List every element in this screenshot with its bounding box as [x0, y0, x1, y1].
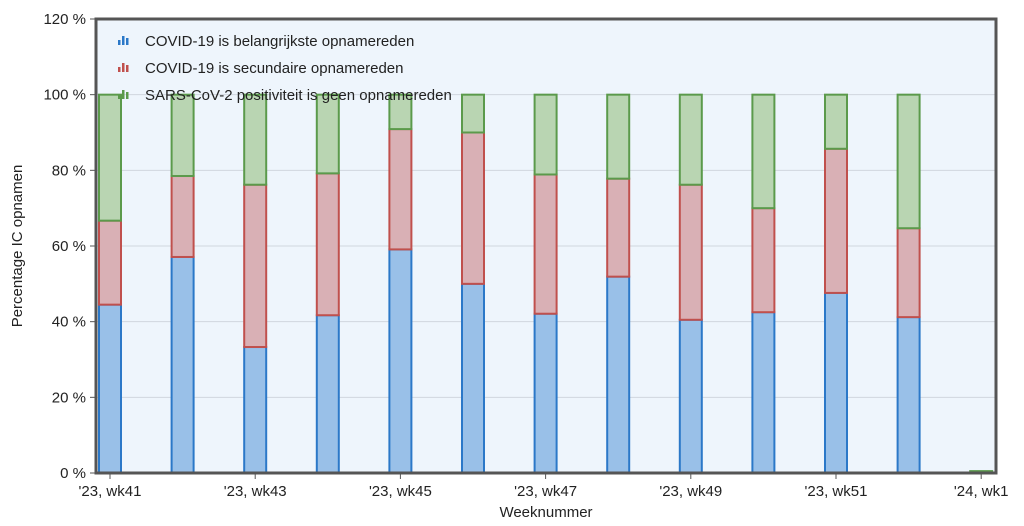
- bar-segment: [170, 93, 195, 178]
- bar-segment: [461, 93, 485, 134]
- bar-segment: [315, 172, 340, 317]
- bar-segment: [606, 177, 631, 278]
- bar-segment: [751, 311, 776, 475]
- bars: [98, 93, 994, 475]
- legend: COVID-19 is belangrijkste opnamereden COV…: [118, 33, 452, 104]
- bar-chart-icon: [118, 36, 129, 45]
- x-tick-label: '23, wk49: [659, 483, 722, 500]
- bar-segment: [98, 219, 122, 306]
- bar-segment: [678, 183, 703, 321]
- legend-label: COVID-19 is belangrijkste opnamereden: [145, 33, 414, 50]
- bar-segment: [170, 175, 195, 258]
- y-tick-label: 60 %: [52, 238, 86, 255]
- legend-label: SARS-CoV-2 positiviteit is geen opnamere…: [145, 87, 452, 104]
- bar-segment: [243, 183, 268, 349]
- x-axis: '23, wk41 '23, wk43 '23, wk45 '23, wk47 '23,…: [79, 473, 1009, 500]
- x-tick-label: '23, wk51: [805, 483, 868, 500]
- bar-segment: [824, 93, 848, 150]
- bar-segment: [896, 227, 921, 319]
- x-tick-label: '23, wk45: [369, 483, 432, 500]
- bar-segment: [315, 314, 340, 474]
- y-tick-label: 0 %: [60, 465, 86, 482]
- bar-segment: [243, 346, 268, 475]
- bar-segment: [824, 147, 848, 294]
- bar-segment: [751, 207, 776, 314]
- bar-segment: [606, 275, 631, 474]
- x-axis-title: Weeknummer: [499, 504, 592, 521]
- legend-item: SARS-CoV-2 positiviteit is geen opnamere…: [118, 87, 452, 104]
- bar-segment: [606, 93, 631, 180]
- bar-segment: [896, 316, 921, 475]
- y-axis: 0 % 20 % 40 % 60 % 80 % 100 % 120 %: [43, 11, 96, 482]
- y-axis-title: Percentage IC opnamen: [9, 165, 26, 328]
- bar-segment: [388, 248, 413, 474]
- y-tick-label: 40 %: [52, 314, 86, 331]
- bar-segment: [533, 173, 558, 315]
- legend-item: COVID-19 is belangrijkste opnamereden: [118, 33, 414, 50]
- bar-chart-icon: [118, 63, 129, 72]
- bar-segment: [461, 282, 485, 475]
- y-tick-label: 80 %: [52, 162, 86, 179]
- y-tick-label: 100 %: [43, 87, 86, 104]
- y-tick-label: 120 %: [43, 11, 86, 28]
- y-tick-label: 20 %: [52, 389, 86, 406]
- bar-segment: [533, 312, 558, 475]
- bar-segment: [824, 291, 848, 474]
- bar-segment: [751, 93, 776, 210]
- bar-segment: [243, 93, 268, 186]
- bar-segment: [388, 93, 413, 131]
- bar-segment: [678, 318, 703, 474]
- bar-segment: [170, 255, 195, 475]
- legend-item: COVID-19 is secundaire opnamereden: [118, 60, 403, 77]
- x-tick-label: '23, wk41: [79, 483, 142, 500]
- bar-segment: [98, 303, 122, 474]
- bar-segment: [388, 128, 413, 251]
- legend-label: COVID-19 is secundaire opnamereden: [145, 60, 403, 77]
- x-tick-label: '23, wk43: [224, 483, 287, 500]
- x-tick-label: '23, wk47: [514, 483, 577, 500]
- x-tick-label: '24, wk1: [954, 483, 1009, 500]
- bar-chart-icon: [118, 90, 129, 99]
- bar-segment: [678, 93, 703, 186]
- bar-segment: [315, 93, 340, 175]
- bar-segment: [533, 93, 558, 176]
- bar-segment: [461, 131, 485, 285]
- bar-segment: [98, 93, 122, 222]
- bar-segment: [896, 93, 921, 230]
